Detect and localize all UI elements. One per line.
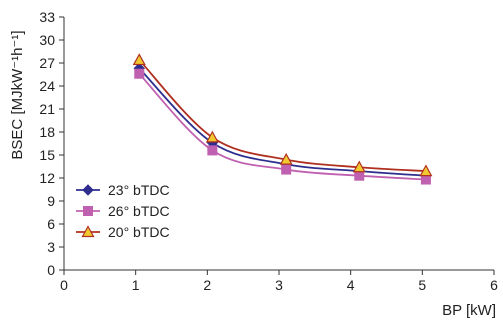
y-axis-title: BSEC [MJkW⁻¹h⁻¹] xyxy=(9,30,26,159)
legend-marker xyxy=(81,225,95,238)
x-tick-label: 1 xyxy=(132,277,140,293)
x-tick-label: 2 xyxy=(203,277,211,293)
y-tick-label: 3 xyxy=(47,239,55,255)
data-point xyxy=(134,68,145,79)
legend-item: 26° bTDC xyxy=(76,203,170,219)
x-axis-ticks: 0 1 2 3 4 5 6 xyxy=(60,270,498,293)
data-point xyxy=(207,145,218,156)
legend-label: 26° bTDC xyxy=(108,203,170,219)
y-tick-label: 33 xyxy=(39,9,55,25)
y-tick-label: 6 xyxy=(47,216,55,232)
legend-item: 23° bTDC xyxy=(76,182,170,198)
y-tick-label: 27 xyxy=(39,55,55,71)
y-tick-label: 15 xyxy=(39,147,55,163)
y-tick-label: 18 xyxy=(39,124,55,140)
series-2 xyxy=(134,68,431,185)
x-tick-label: 5 xyxy=(418,277,426,293)
y-tick-label: 0 xyxy=(47,262,55,278)
x-tick-label: 4 xyxy=(347,277,355,293)
data-point xyxy=(354,170,365,181)
series-3 xyxy=(132,53,433,177)
series-layer xyxy=(132,53,433,185)
legend-label: 23° bTDC xyxy=(108,182,170,198)
y-tick-label: 24 xyxy=(39,78,55,94)
y-axis-ticks: 0 3 6 9 12 15 18 21 24 27 30 33 xyxy=(39,9,64,278)
y-tick-label: 21 xyxy=(39,101,55,117)
legend-label: 20° bTDC xyxy=(108,224,170,240)
legend-marker xyxy=(82,184,94,196)
legend-marker xyxy=(83,206,93,216)
data-point xyxy=(281,164,292,175)
data-point xyxy=(419,164,433,177)
y-tick-label: 12 xyxy=(39,170,55,186)
x-axis-title: BP [kW] xyxy=(442,302,496,319)
data-point xyxy=(279,152,293,165)
y-tick-label: 9 xyxy=(47,193,55,209)
x-tick-label: 6 xyxy=(490,277,498,293)
x-tick-label: 0 xyxy=(60,277,68,293)
data-point xyxy=(420,174,431,185)
x-tick-label: 3 xyxy=(275,277,283,293)
y-tick-label: 30 xyxy=(39,32,55,48)
data-point xyxy=(132,53,146,66)
data-point xyxy=(205,130,219,143)
data-point xyxy=(352,160,366,173)
legend: 23° bTDC 26° bTDC 20° bTDC xyxy=(76,182,170,240)
legend-item: 20° bTDC xyxy=(76,224,170,240)
